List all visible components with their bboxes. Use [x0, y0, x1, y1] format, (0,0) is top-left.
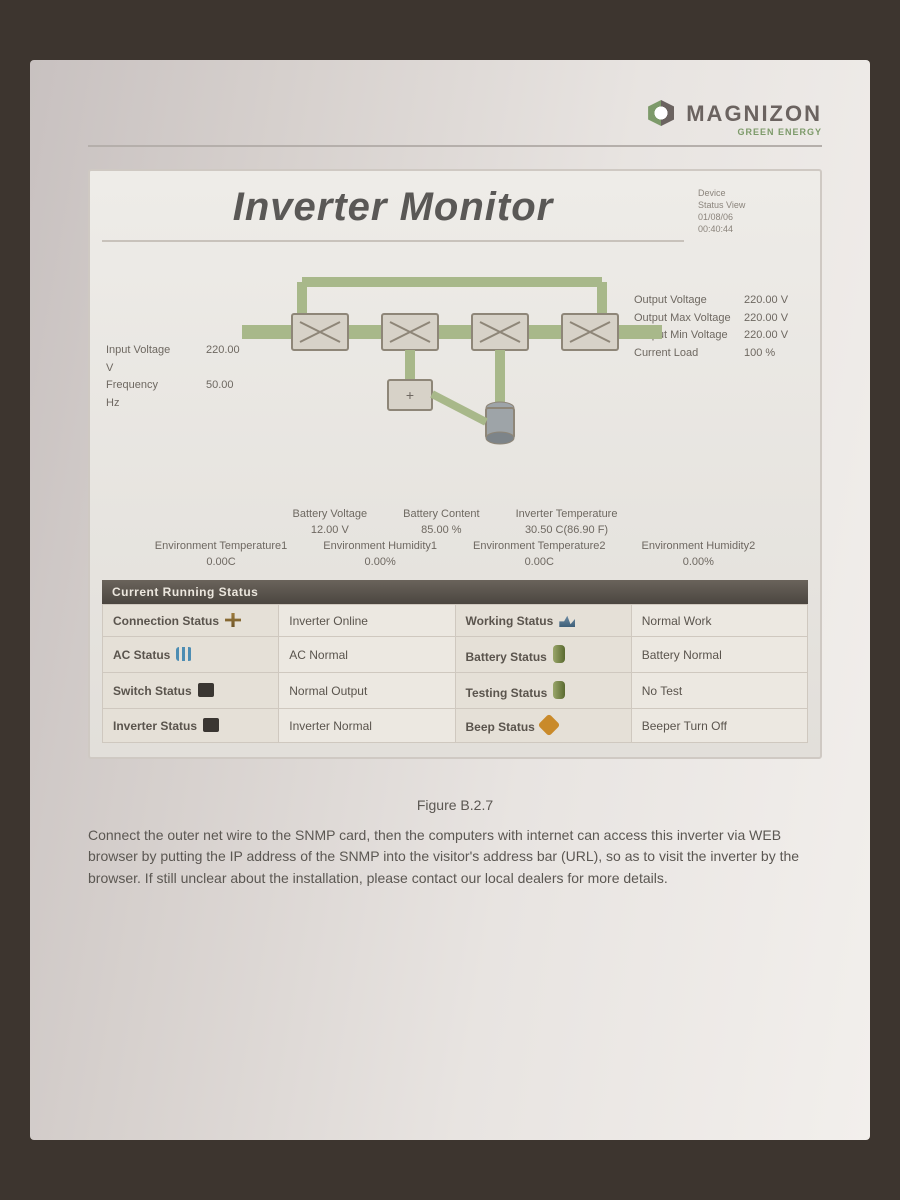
output-max-value: 220.00 V	[744, 312, 788, 324]
status-label: AC Status	[103, 637, 279, 673]
status-label: Battery Status	[455, 637, 631, 673]
diagram-area: Input Voltage220.00 V Frequency50.00 Hz …	[102, 252, 808, 502]
output-min-value: 220.00 V	[744, 329, 788, 341]
power-flow-diagram: +	[242, 262, 662, 462]
brand-logo-icon	[648, 100, 674, 126]
env-t2-label: Environment Temperature2	[455, 538, 623, 554]
input-readings: Input Voltage220.00 V Frequency50.00 Hz	[106, 342, 246, 412]
status-row: Connection StatusInverter OnlineWorking …	[103, 605, 808, 637]
battery-content-value: 85.00 %	[385, 522, 497, 538]
status-value: Battery Normal	[631, 637, 807, 673]
output-load-value: 100 %	[744, 347, 775, 359]
env-t1-label: Environment Temperature1	[137, 538, 305, 554]
status-value: Inverter Normal	[279, 709, 455, 743]
svg-text:+: +	[406, 387, 414, 403]
status-icon	[553, 645, 565, 663]
input-voltage-label: Input Voltage	[106, 342, 206, 360]
status-label: Switch Status	[103, 673, 279, 709]
status-label: Testing Status	[455, 673, 631, 709]
mid-readings: Battery Voltage Battery Content Inverter…	[102, 506, 808, 570]
status-header: Current Running Status	[102, 580, 808, 604]
status-label: Beep Status	[455, 709, 631, 743]
meta-line: Device	[698, 187, 808, 199]
battery-voltage-label: Battery Voltage	[275, 506, 386, 522]
status-row: Inverter StatusInverter NormalBeep Statu…	[103, 709, 808, 743]
output-voltage-value: 220.00 V	[744, 294, 788, 306]
inverter-temp-label: Inverter Temperature	[498, 506, 636, 522]
status-icon	[225, 613, 241, 627]
status-icon	[553, 681, 565, 699]
status-label: Connection Status	[103, 605, 279, 637]
input-frequency-label: Frequency	[106, 377, 206, 395]
monitor-meta: Device Status View 01/08/06 00:40:44	[698, 181, 808, 236]
status-value: Normal Work	[631, 605, 807, 637]
brand-name: MAGNIZON	[686, 101, 822, 126]
env-h2-value: 0.00%	[623, 554, 773, 570]
figure-number: Figure B.2.7	[88, 795, 822, 817]
status-value: Beeper Turn Off	[631, 709, 807, 743]
inverter-temp-value: 30.50 C(86.90 F)	[498, 522, 636, 538]
battery-content-label: Battery Content	[385, 506, 497, 522]
battery-voltage-value: 12.00 V	[275, 522, 386, 538]
brand-header: MAGNIZON GREEN ENERGY	[88, 100, 822, 147]
status-value: Normal Output	[279, 673, 455, 709]
status-value: No Test	[631, 673, 807, 709]
env-h1-label: Environment Humidity1	[305, 538, 455, 554]
meta-line: 01/08/06	[698, 211, 808, 223]
status-row: Switch StatusNormal OutputTesting Status…	[103, 673, 808, 709]
meta-line: 00:40:44	[698, 223, 808, 235]
status-block: Current Running Status Connection Status…	[102, 580, 808, 743]
status-label: Working Status	[455, 605, 631, 637]
status-icon	[559, 613, 575, 627]
status-row: AC StatusAC NormalBattery StatusBattery …	[103, 637, 808, 673]
brand-tagline: GREEN ENERGY	[88, 127, 822, 137]
env-h1-value: 0.00%	[305, 554, 455, 570]
figure-caption: Figure B.2.7 Connect the outer net wire …	[88, 795, 822, 890]
status-icon	[538, 714, 561, 737]
status-icon	[203, 718, 219, 732]
meta-line: Status View	[698, 199, 808, 211]
status-icon	[198, 683, 214, 697]
env-t2-value: 0.00C	[455, 554, 623, 570]
env-t1-value: 0.00C	[137, 554, 305, 570]
status-icon	[176, 647, 192, 661]
status-value: Inverter Online	[279, 605, 455, 637]
env-h2-label: Environment Humidity2	[623, 538, 773, 554]
figure-text: Connect the outer net wire to the SNMP c…	[88, 827, 799, 886]
status-label: Inverter Status	[103, 709, 279, 743]
monitor-title: Inverter Monitor	[102, 181, 684, 242]
status-value: AC Normal	[279, 637, 455, 673]
manual-page: MAGNIZON GREEN ENERGY Inverter Monitor D…	[30, 60, 870, 1140]
status-table: Connection StatusInverter OnlineWorking …	[102, 604, 808, 743]
inverter-monitor-screenshot: Inverter Monitor Device Status View 01/0…	[88, 169, 822, 759]
